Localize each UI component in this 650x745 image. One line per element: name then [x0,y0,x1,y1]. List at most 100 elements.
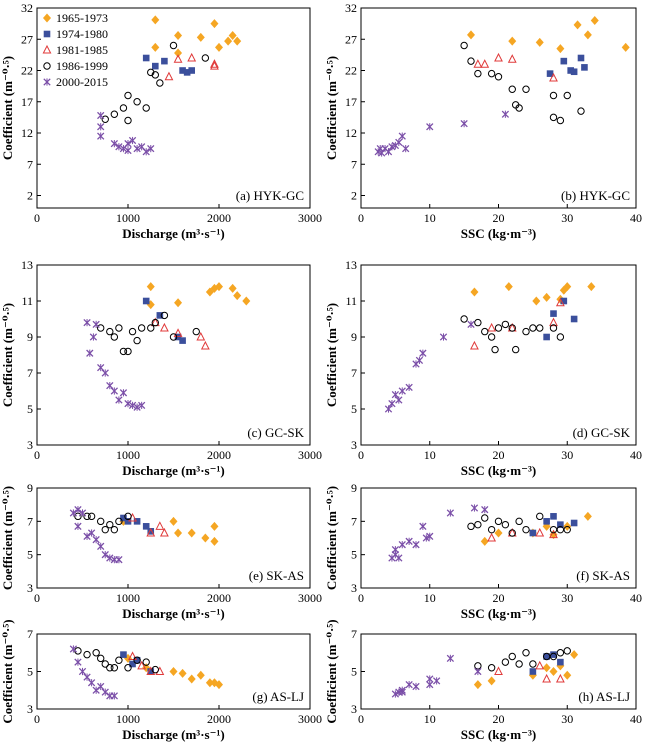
data-point [426,532,434,540]
data-point [467,320,475,329]
data-point [494,528,503,538]
panel-label: (d) GC-SK [573,425,631,440]
data-point [169,41,178,50]
series-1965-1973 [119,516,219,546]
data-point [233,291,242,301]
data-point [160,311,169,320]
data-point [529,660,537,668]
data-point [543,518,550,525]
data-point [577,107,585,115]
y-tick-label: 13 [21,258,33,272]
legend-label: 2000-2015 [56,75,108,89]
series-1986-1999 [460,315,565,354]
x-tick-label: 2000 [207,712,231,726]
data-point [549,529,558,539]
data-point [128,512,137,522]
data-point [388,399,396,408]
y-axis-label: Coefficient (m⁻⁰·⁵) [324,486,339,590]
x-tick-label: 3000 [298,712,322,726]
series-1981-1985 [473,52,558,82]
data-point [151,665,160,674]
y-tick-label: 3 [351,702,357,716]
series-1986-1999 [97,311,200,356]
y-tick-label: 7 [351,627,357,641]
data-point [570,315,578,323]
y-tick-label: 2 [27,189,33,203]
data-point [115,517,123,526]
y-tick-label: 3 [27,702,33,716]
data-point [474,318,482,327]
x-tick-label: 0 [34,448,40,462]
x-tick-label: 40 [630,591,642,605]
data-point [173,328,183,337]
legend-label: 1986-1999 [56,59,108,73]
data-point [92,320,100,329]
legend-marker [43,62,51,70]
data-point [169,667,178,676]
x-tick-label: 0 [358,591,364,605]
data-point [384,148,393,156]
data-point [583,30,592,40]
data-point [101,551,109,559]
data-point [188,67,195,74]
data-point [128,401,137,410]
data-point [115,324,123,332]
data-point [133,336,141,345]
data-point [110,692,119,700]
data-point [147,144,155,153]
data-point [83,512,91,521]
plot-frame [36,264,311,446]
series-1965-1973 [470,282,596,306]
data-point [87,679,96,687]
data-point [501,110,510,118]
data-point [570,650,579,660]
data-point [142,658,150,666]
x-tick-label: 10 [424,211,436,225]
x-axis-label: Discharge (m³·s⁻¹) [122,727,224,742]
data-point [494,517,503,526]
data-point [563,670,572,680]
data-point [470,504,479,512]
data-point [467,522,475,531]
data-point [97,517,105,526]
data-point [133,403,141,411]
y-axis-label: Coefficient (m⁻⁰·⁵) [324,303,339,407]
y-axis-label: Coefficient (m⁻⁰·⁵) [324,56,339,160]
data-point [542,663,551,673]
data-point [543,653,550,660]
x-tick-label: 3000 [298,211,322,225]
panel-label: (g) AS-LJ [252,689,304,704]
data-point [460,315,468,323]
data-point [142,104,150,112]
y-tick-label: 7 [351,366,357,380]
data-point [133,656,141,664]
x-tick-label: 20 [493,211,505,225]
series-1981-1985 [487,527,558,542]
data-point [97,654,105,663]
y-tick-label: 22 [345,64,357,78]
data-point [470,287,479,297]
x-axis-label: SSC (kg·m⁻³) [461,606,536,621]
data-point [549,113,558,122]
legend-marker [43,30,51,38]
data-point [487,333,496,341]
data-point [142,297,150,305]
data-point [128,651,137,660]
data-point [97,682,105,691]
data-point [398,686,406,694]
series-1974-1980 [120,651,155,675]
data-point [147,668,155,675]
data-point [415,356,424,365]
data-point [159,322,169,332]
data-point [522,85,530,93]
data-point [74,658,82,666]
data-point [590,16,599,25]
data-point [74,512,82,521]
data-point [474,667,482,676]
data-point [532,296,541,306]
x-tick-label: 10 [424,712,436,726]
series-2000-2015 [69,645,119,700]
data-point [97,111,105,120]
y-axis-label: Coefficient (m⁻⁰·⁵) [0,56,15,160]
